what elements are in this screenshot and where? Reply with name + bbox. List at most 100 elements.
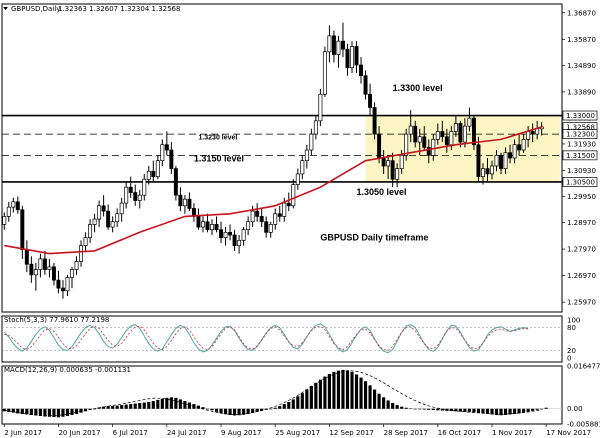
macd-histogram-bar (129, 404, 133, 409)
macd-histogram-bar (7, 408, 11, 412)
macd-histogram-bar (52, 408, 56, 418)
candle-body (512, 144, 517, 159)
candle-body (426, 147, 431, 156)
chart-header: GBPUSD,Daily 1.32363 1.32607 1.32304 1.3… (3, 5, 180, 374)
candle-body (462, 125, 467, 143)
macd-histogram-bar (445, 408, 449, 411)
candle-body (97, 205, 102, 220)
dropdown-icon[interactable] (3, 7, 8, 10)
macd-histogram-bar (183, 400, 187, 409)
macd-histogram-bar (386, 400, 390, 409)
macd-histogram-bar (436, 408, 440, 411)
macd-histogram-bar (300, 393, 304, 409)
stoch-signal-line (4, 325, 529, 351)
macd-histogram-bar (454, 408, 458, 412)
annotation-label: GBPUSD Daily timeframe (320, 232, 428, 242)
macd-histogram-bar (260, 408, 264, 411)
macd-histogram-bar (377, 393, 381, 409)
candle-body (264, 221, 269, 233)
candle-body (377, 133, 382, 159)
macd-histogram-bar (196, 405, 201, 409)
candle-body (268, 224, 273, 233)
candle-body (440, 131, 445, 138)
candle-body (6, 206, 11, 217)
macd-histogram-bar (124, 404, 128, 409)
macd-histogram-bar (318, 379, 322, 409)
macd-histogram-bar (503, 408, 508, 415)
macd-histogram-bar (499, 408, 503, 416)
date-tick-label: 17 Nov 2017 (546, 429, 591, 437)
candle-body (485, 168, 490, 175)
candle-body (304, 149, 309, 162)
macd-histogram-bar (517, 408, 521, 414)
candle-body (399, 154, 404, 169)
stoch-tick-label: 100 (567, 317, 580, 325)
macd-histogram-bar (336, 370, 341, 409)
macd-histogram-bar (160, 398, 164, 409)
macd-histogram-bar (210, 408, 214, 411)
macd-histogram-bar (309, 385, 313, 409)
candle-body (79, 245, 84, 262)
candle-body (359, 64, 364, 77)
macd-histogram-bar (43, 408, 47, 417)
macd-histogram-bar (522, 408, 526, 413)
macd-histogram-bar (106, 406, 110, 409)
candle-body (521, 139, 526, 151)
candle-body (327, 35, 332, 53)
candle-body (155, 160, 160, 177)
date-tick-label: 2 Jun 2017 (4, 429, 42, 437)
macd-histogram-bar (169, 397, 173, 409)
candle-body (435, 131, 440, 140)
macd-histogram-bar (526, 408, 530, 412)
macd-histogram-bar (327, 373, 331, 409)
candle-body (42, 258, 47, 270)
candle-body (205, 221, 210, 231)
date-tick-label: 1 Nov 2017 (492, 429, 532, 437)
macd-histogram-bar (278, 406, 282, 409)
candle-body (137, 194, 142, 201)
candle-body (381, 157, 386, 167)
annotation-label: 1.3150 level (194, 153, 244, 163)
candle-body (386, 160, 391, 167)
macd-histogram-bar (214, 408, 219, 412)
macd-histogram-bar (70, 408, 74, 415)
macd-histogram-bar (242, 408, 246, 415)
candle-body (182, 198, 187, 207)
macd-histogram-bar (273, 407, 277, 409)
candle-body (508, 152, 513, 159)
price-panel: 1.3300 level 1.3230 level 1.3150 level 1.30… (1, 3, 563, 313)
macd-histogram-bar (513, 408, 517, 414)
macd-histogram-bar (133, 403, 137, 409)
candle-body (318, 93, 323, 122)
macd-histogram-bar (494, 408, 499, 415)
candle-body (115, 213, 120, 223)
annotation-label: 1.3300 level (393, 83, 443, 93)
macd-histogram-bar (34, 408, 38, 416)
candle-body (47, 266, 52, 270)
candle-body (56, 279, 61, 289)
candle-body (60, 287, 65, 292)
candle-body (151, 170, 156, 177)
date-tick-label: 24 Jul 2017 (167, 429, 207, 437)
candle-body (277, 213, 282, 217)
price-tick-label: 1.25970 (567, 299, 596, 307)
macd-histogram-bar (2, 408, 6, 412)
macd-histogram-bar (187, 402, 191, 409)
macd-histogram-bar (20, 408, 24, 414)
macd-histogram-bar (246, 408, 250, 414)
macd-histogram-bar (341, 369, 345, 409)
macd-histogram-bar (156, 399, 160, 409)
candle-body (11, 201, 16, 208)
level-price-tag (562, 110, 598, 121)
candle-body (187, 198, 192, 209)
macd-histogram-bar (233, 408, 237, 416)
macd-histogram-bar (544, 407, 548, 409)
macd-histogram-bar (201, 407, 205, 409)
candle-body (286, 202, 291, 207)
macd-histogram-bar (228, 408, 232, 415)
macd-histogram-bar (485, 408, 490, 414)
macd-histogram-bar (174, 397, 178, 409)
candle-body (291, 184, 296, 207)
